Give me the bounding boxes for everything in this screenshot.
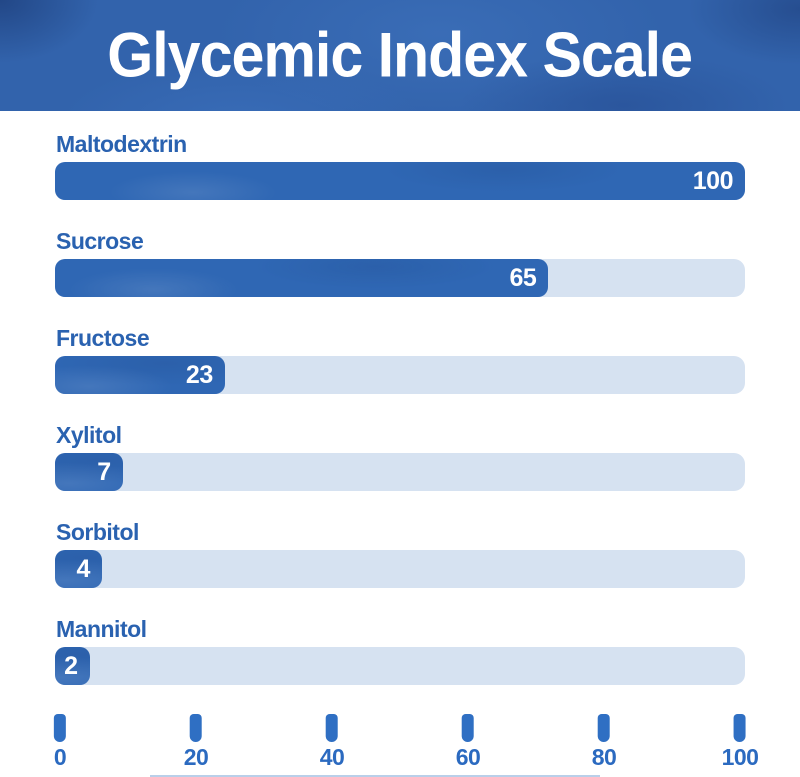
bar-category-label: Xylitol <box>56 422 122 448</box>
bar-value-label: 4 <box>76 554 91 583</box>
chart-area: Maltodextrin 100 Sucrose 65 Fructose 23 … <box>0 111 800 685</box>
bar-fill: 100 <box>55 162 745 200</box>
bar-category-label: Maltodextrin <box>56 131 187 157</box>
axis-tick-mark <box>598 714 610 742</box>
bar-row: Fructose 23 <box>55 325 745 394</box>
bar-row: Maltodextrin 100 <box>55 131 745 200</box>
header-banner: Glycemic Index Scale <box>0 0 800 111</box>
axis-tick-label: 20 <box>183 744 209 770</box>
axis-tick-group: 0 <box>53 714 67 770</box>
bar-value-label: 65 <box>509 263 537 292</box>
bar-category-label: Fructose <box>56 325 150 351</box>
axis-tick-label: 80 <box>591 744 617 770</box>
axis-tick-label: 40 <box>319 744 345 770</box>
axis-tick-group: 60 <box>456 714 481 769</box>
axis-tick-mark <box>326 714 338 742</box>
bottom-cropped-divider <box>150 775 600 777</box>
bar-category-label: Mannitol <box>56 616 147 642</box>
bar-rows: Maltodextrin 100 Sucrose 65 Fructose 23 … <box>55 131 745 685</box>
axis-tick-group: 100 <box>722 714 759 769</box>
bar-value-label: 2 <box>64 651 78 680</box>
bar-fill: 7 <box>55 453 123 491</box>
bar-fill: 4 <box>55 550 102 588</box>
axis-tick-group: 40 <box>320 714 345 769</box>
bar-track: 23 <box>55 356 745 394</box>
axis-tick-label: 60 <box>455 744 481 770</box>
bar-value-label: 100 <box>692 166 734 195</box>
axis-tick-mark <box>734 714 746 742</box>
bar-row: Mannitol 2 <box>55 616 745 685</box>
bar-value-label: 7 <box>97 457 111 486</box>
bar-track: 7 <box>55 453 745 491</box>
bar-fill: 2 <box>55 647 90 685</box>
axis-tick-label: 0 <box>53 744 67 770</box>
axis-tick-mark <box>462 714 474 742</box>
bar-track: 2 <box>55 647 745 685</box>
page-title: Glycemic Index Scale <box>107 20 694 91</box>
bar-track: 4 <box>55 550 745 588</box>
bar-category-label: Sucrose <box>56 228 144 254</box>
bar-category-label: Sorbitol <box>56 519 139 545</box>
bar-row: Xylitol 7 <box>55 422 745 491</box>
bar-row: Sorbitol 4 <box>55 519 745 588</box>
bar-track: 65 <box>55 259 745 297</box>
axis-tick-group: 20 <box>184 714 209 769</box>
axis-tick-mark <box>190 714 202 742</box>
bar-fill: 23 <box>55 356 225 394</box>
x-axis: 0 20 40 60 80 100 <box>54 714 759 774</box>
bar-row: Sucrose 65 <box>55 228 745 297</box>
axis-tick-label: 100 <box>721 744 759 770</box>
bar-fill: 65 <box>55 259 548 297</box>
axis-tick-group: 80 <box>592 714 617 769</box>
axis-tick-mark <box>53 714 66 742</box>
bar-track: 100 <box>55 162 745 200</box>
bar-value-label: 23 <box>185 360 213 389</box>
